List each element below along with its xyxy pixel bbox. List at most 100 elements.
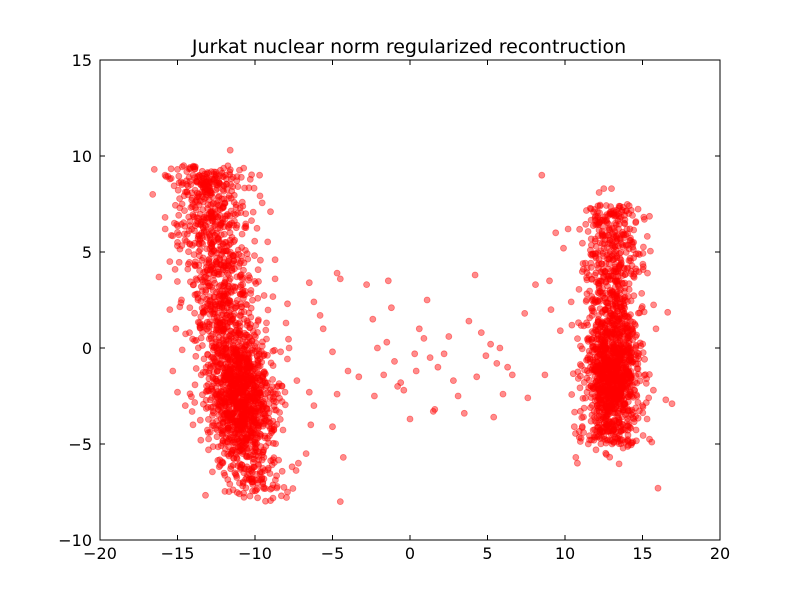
data-point (167, 165, 175, 173)
data-point (234, 403, 242, 411)
data-point (239, 389, 247, 396)
data-point (217, 220, 225, 227)
data-point (243, 301, 251, 309)
data-point (197, 436, 205, 444)
data-point (269, 293, 277, 301)
data-point (244, 351, 252, 359)
data-point (230, 217, 238, 225)
data-point (226, 363, 234, 371)
data-point (664, 308, 672, 316)
data-point (601, 416, 609, 424)
data-point (240, 469, 248, 477)
data-point (214, 302, 222, 310)
data-point (208, 394, 216, 402)
data-point (235, 443, 242, 451)
data-point (247, 373, 255, 381)
data-point (217, 374, 224, 382)
data-point (230, 191, 238, 199)
data-point (248, 389, 256, 397)
data-point (229, 183, 237, 191)
data-point (171, 201, 179, 209)
data-point (253, 224, 261, 232)
data-point (630, 273, 638, 281)
data-point (224, 476, 232, 484)
data-point (251, 347, 259, 355)
data-point (595, 312, 602, 319)
data-point (234, 356, 242, 363)
data-point (373, 344, 381, 352)
data-point (203, 214, 211, 222)
data-point (602, 439, 610, 447)
data-point (230, 351, 238, 359)
data-point (217, 221, 225, 229)
data-point (225, 220, 233, 228)
data-point (434, 363, 442, 371)
data-point (199, 328, 207, 336)
data-point (208, 240, 216, 248)
data-point (231, 469, 239, 477)
data-point (240, 407, 248, 415)
data-point (251, 487, 259, 495)
data-point (632, 412, 639, 420)
data-point (186, 304, 194, 312)
data-point (207, 201, 215, 209)
data-point (213, 261, 221, 268)
data-point (184, 265, 192, 273)
data-point (191, 381, 199, 389)
data-point (204, 274, 212, 282)
data-point (224, 421, 231, 429)
data-point (225, 488, 233, 496)
data-point (242, 222, 250, 230)
data-point (624, 348, 631, 356)
data-point (206, 282, 214, 290)
data-point (214, 234, 222, 242)
data-point (592, 366, 600, 374)
data-point (248, 337, 256, 345)
data-point (228, 375, 236, 383)
data-point (222, 434, 230, 442)
data-point (186, 164, 194, 171)
data-point (225, 224, 233, 232)
data-point (191, 222, 199, 230)
data-point (199, 368, 207, 376)
data-point (192, 336, 200, 344)
data-point (209, 238, 217, 246)
data-point (198, 239, 205, 247)
data-point (594, 249, 602, 257)
data-point (220, 296, 228, 304)
data-point (208, 212, 216, 220)
data-point (206, 296, 214, 304)
data-point (618, 368, 626, 376)
data-point (227, 207, 235, 215)
data-point (587, 263, 595, 271)
data-point (191, 165, 199, 173)
data-point (174, 186, 182, 194)
data-point (235, 389, 242, 397)
data-point (245, 184, 253, 192)
data-point (230, 257, 238, 265)
data-point (191, 239, 199, 247)
data-point (230, 410, 238, 418)
data-point (161, 225, 169, 233)
data-point (189, 335, 197, 343)
data-point (239, 281, 247, 288)
data-point (248, 363, 256, 370)
data-point (216, 292, 224, 300)
data-point (603, 211, 611, 219)
data-point (220, 292, 228, 300)
data-point (232, 251, 240, 259)
data-point (654, 484, 662, 492)
data-point (194, 294, 202, 302)
data-point (217, 324, 225, 332)
data-point (243, 317, 251, 325)
data-point (258, 199, 266, 207)
data-point (234, 183, 242, 191)
data-point (175, 231, 183, 239)
data-point (641, 371, 649, 379)
data-point (196, 235, 204, 243)
data-point (235, 374, 243, 382)
data-point (238, 342, 246, 350)
data-point (234, 423, 242, 431)
data-point (235, 354, 243, 362)
